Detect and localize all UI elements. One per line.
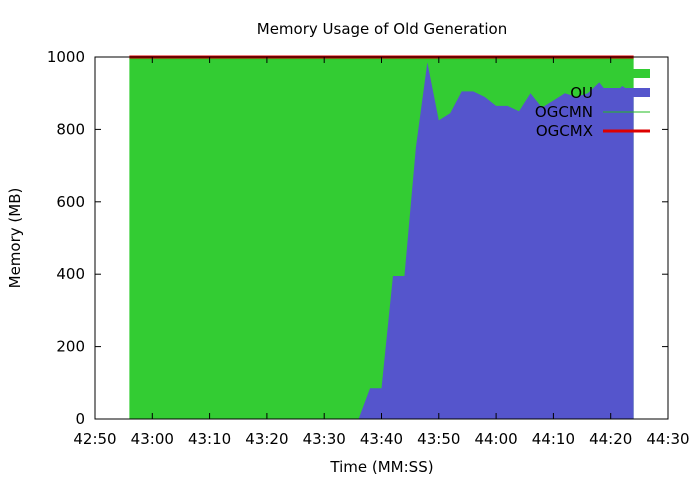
y-tick-label: 1000 xyxy=(47,48,85,66)
x-tick-label: 43:10 xyxy=(188,430,231,448)
y-tick-label: 0 xyxy=(75,410,85,428)
y-tick-label: 400 xyxy=(56,265,85,283)
y-tick-label: 800 xyxy=(56,120,85,138)
x-tick-label: 44:10 xyxy=(532,430,575,448)
legend-label-ou: OU xyxy=(570,84,593,102)
y-tick-label: 600 xyxy=(56,193,85,211)
y-tick-label: 200 xyxy=(56,338,85,356)
x-tick-label: 43:50 xyxy=(417,430,460,448)
x-tick-label: 42:50 xyxy=(73,430,116,448)
ou-area xyxy=(129,62,634,420)
x-tick-label: 43:40 xyxy=(360,430,403,448)
x-tick-label: 43:00 xyxy=(131,430,174,448)
legend-label-ogcmn: OGCMN xyxy=(535,103,593,121)
x-tick-label: 44:30 xyxy=(646,430,689,448)
legend-label-ogcmx: OGCMX xyxy=(536,122,593,140)
legend-swatch-ou xyxy=(603,88,650,97)
y-axis-label: Memory (MB) xyxy=(6,188,24,289)
x-tick-label: 44:00 xyxy=(474,430,517,448)
x-axis-label: Time (MM:SS) xyxy=(329,458,433,476)
chart-title: Memory Usage of Old Generation xyxy=(257,20,507,38)
axis-ticks: 42:50 43:00 43:10 43:20 43:30 43:40 43:50 44:00… xyxy=(47,48,690,448)
legend-swatch-background xyxy=(603,69,650,78)
x-tick-label: 43:20 xyxy=(245,430,288,448)
x-tick-label: 43:30 xyxy=(303,430,346,448)
x-tick-label: 44:20 xyxy=(589,430,632,448)
